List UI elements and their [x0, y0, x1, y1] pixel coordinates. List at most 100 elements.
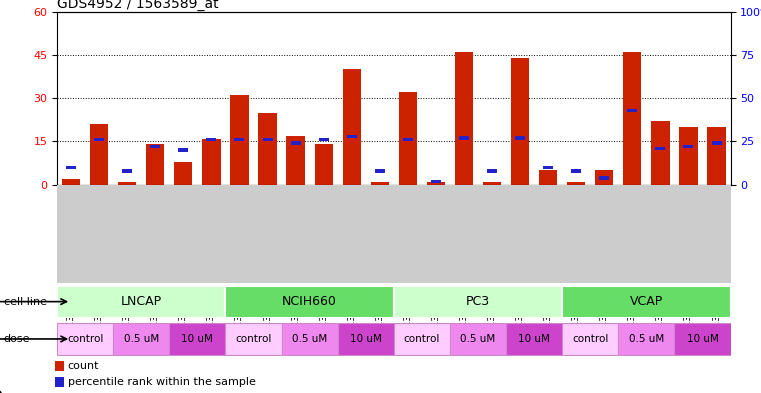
- Bar: [85, 185, 113, 283]
- Bar: [399, 92, 417, 185]
- Bar: [591, 185, 618, 283]
- Bar: [374, 169, 385, 173]
- Bar: [56, 377, 64, 387]
- Bar: [282, 323, 338, 355]
- Text: control: control: [235, 334, 272, 344]
- Bar: [282, 185, 310, 283]
- Bar: [94, 138, 104, 141]
- Bar: [683, 145, 693, 149]
- Bar: [674, 185, 702, 283]
- Bar: [450, 185, 478, 283]
- Bar: [455, 52, 473, 185]
- Bar: [562, 323, 618, 355]
- Bar: [366, 185, 393, 283]
- Bar: [66, 166, 76, 169]
- Bar: [234, 138, 244, 141]
- Bar: [534, 185, 562, 283]
- Bar: [515, 136, 525, 140]
- Bar: [259, 113, 277, 185]
- Bar: [57, 185, 85, 283]
- Bar: [403, 138, 413, 141]
- Text: GDS4952 / 1563589_at: GDS4952 / 1563589_at: [57, 0, 218, 11]
- Bar: [427, 182, 445, 185]
- Text: 10 uM: 10 uM: [686, 334, 718, 344]
- Bar: [90, 124, 108, 185]
- Bar: [680, 127, 698, 185]
- Bar: [225, 286, 394, 318]
- Bar: [393, 286, 562, 318]
- Bar: [506, 323, 562, 355]
- Bar: [202, 139, 221, 185]
- Bar: [142, 185, 169, 283]
- Text: PC3: PC3: [466, 295, 490, 308]
- Text: 0.5 uM: 0.5 uM: [629, 334, 664, 344]
- Bar: [599, 176, 610, 180]
- Bar: [150, 145, 161, 149]
- Text: cell line: cell line: [4, 297, 47, 307]
- Bar: [393, 185, 422, 283]
- Bar: [62, 179, 80, 185]
- Bar: [56, 361, 64, 371]
- Bar: [263, 138, 272, 141]
- Bar: [506, 185, 534, 283]
- Text: VCAP: VCAP: [630, 295, 663, 308]
- Text: control: control: [67, 334, 103, 344]
- Text: 10 uM: 10 uM: [518, 334, 550, 344]
- Bar: [253, 185, 282, 283]
- Bar: [450, 323, 506, 355]
- Bar: [393, 323, 450, 355]
- Bar: [169, 323, 225, 355]
- Text: 0.5 uM: 0.5 uM: [123, 334, 159, 344]
- Bar: [225, 185, 253, 283]
- Text: control: control: [572, 334, 609, 344]
- Bar: [459, 136, 469, 140]
- Text: percentile rank within the sample: percentile rank within the sample: [68, 376, 256, 387]
- Bar: [113, 323, 169, 355]
- Bar: [655, 147, 665, 150]
- Bar: [422, 185, 450, 283]
- Bar: [338, 185, 366, 283]
- Bar: [347, 134, 357, 138]
- Text: NCIH660: NCIH660: [282, 295, 337, 308]
- Bar: [478, 185, 506, 283]
- Bar: [483, 182, 501, 185]
- Bar: [178, 149, 189, 152]
- Text: dose: dose: [4, 334, 30, 344]
- Bar: [702, 185, 731, 283]
- Bar: [113, 185, 142, 283]
- Bar: [286, 136, 304, 185]
- Bar: [623, 52, 642, 185]
- Bar: [567, 182, 585, 185]
- Bar: [543, 166, 553, 169]
- Bar: [562, 185, 591, 283]
- Text: count: count: [68, 361, 99, 371]
- Bar: [319, 138, 329, 141]
- Text: 10 uM: 10 uM: [181, 334, 213, 344]
- Text: 10 uM: 10 uM: [350, 334, 382, 344]
- Bar: [487, 169, 497, 173]
- Bar: [231, 95, 249, 185]
- Bar: [146, 144, 164, 185]
- Bar: [342, 70, 361, 185]
- Bar: [338, 323, 393, 355]
- Bar: [314, 144, 333, 185]
- Text: 0.5 uM: 0.5 uM: [460, 334, 495, 344]
- Bar: [169, 185, 197, 283]
- Bar: [123, 169, 132, 173]
- Bar: [618, 185, 646, 283]
- Bar: [225, 323, 282, 355]
- Bar: [174, 162, 193, 185]
- Text: 0.5 uM: 0.5 uM: [292, 334, 327, 344]
- Bar: [646, 185, 674, 283]
- Bar: [310, 185, 338, 283]
- Bar: [206, 138, 216, 141]
- Bar: [291, 141, 301, 145]
- Bar: [712, 141, 721, 145]
- Bar: [118, 182, 136, 185]
- Text: control: control: [403, 334, 440, 344]
- Bar: [627, 108, 638, 112]
- Bar: [371, 182, 389, 185]
- Bar: [618, 323, 674, 355]
- Bar: [651, 121, 670, 185]
- Bar: [511, 58, 529, 185]
